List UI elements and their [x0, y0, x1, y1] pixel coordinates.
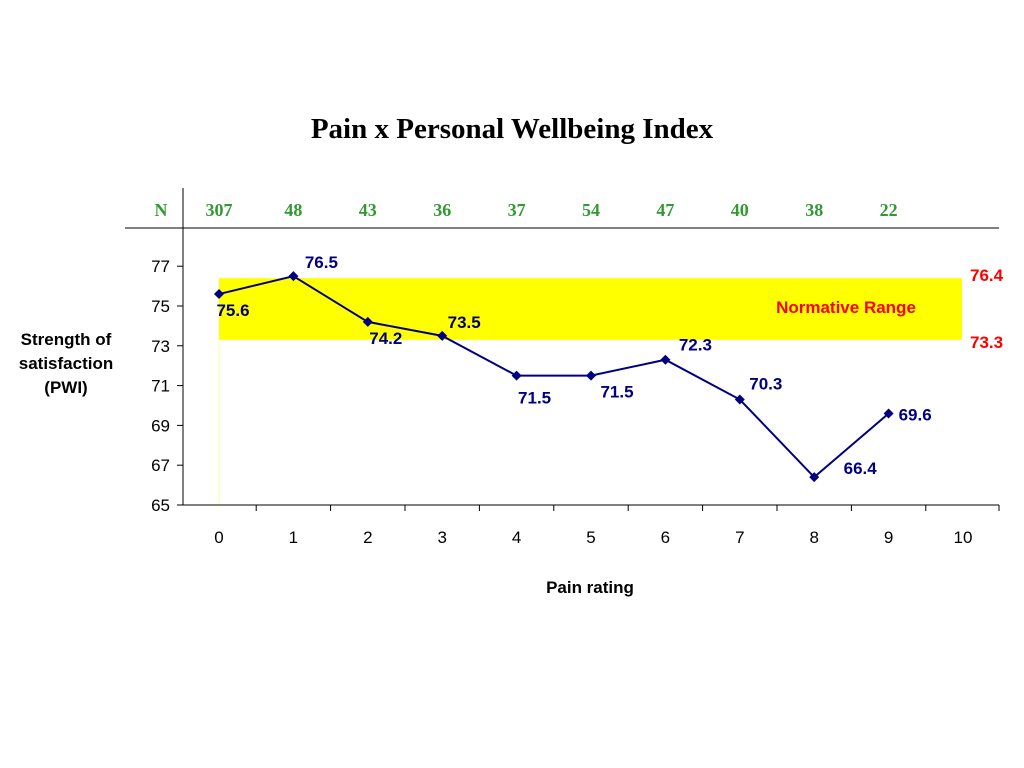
data-label: 76.5 [305, 253, 338, 272]
data-label: 71.5 [600, 383, 633, 402]
n-value: 38 [805, 200, 823, 220]
x-tick-label: 5 [586, 528, 595, 547]
n-value: 36 [433, 200, 451, 220]
n-value: 307 [206, 200, 233, 220]
n-value: 54 [582, 200, 600, 220]
n-value: 22 [880, 200, 898, 220]
x-tick-label: 8 [809, 528, 818, 547]
x-tick-label: 7 [735, 528, 744, 547]
x-tick-label: 10 [954, 528, 973, 547]
series-line [218, 275, 890, 479]
data-label: 66.4 [844, 459, 878, 478]
data-point [362, 316, 373, 327]
data-point [586, 370, 596, 381]
x-tick-label: 0 [214, 528, 223, 547]
data-point [883, 408, 894, 419]
data-label: 75.6 [216, 301, 249, 320]
x-axis-label: Pain rating [546, 578, 634, 597]
data-point [214, 289, 224, 300]
data-label: 72.3 [679, 336, 712, 355]
data-label: 73.5 [448, 313, 481, 332]
n-value: 40 [731, 200, 749, 220]
x-tick-label: 6 [661, 528, 670, 547]
y-tick-label: 67 [151, 456, 170, 475]
normative-lower-label: 73.3 [970, 333, 1003, 352]
y-tick-label: 71 [151, 377, 170, 396]
normative-range-band [219, 278, 962, 340]
x-tick-label: 1 [289, 528, 298, 547]
x-tick-label: 2 [363, 528, 372, 547]
y-tick-label: 65 [151, 496, 170, 515]
n-value: 37 [508, 200, 526, 220]
y-tick-label: 73 [151, 337, 170, 356]
data-label: 71.5 [518, 389, 551, 408]
n-value: 47 [656, 200, 674, 220]
x-tick-label: 9 [884, 528, 893, 547]
x-tick-label: 3 [437, 528, 446, 547]
data-point [288, 271, 299, 282]
y-tick-label: 75 [151, 297, 170, 316]
data-label: 69.6 [899, 405, 932, 424]
data-label: 70.3 [749, 375, 782, 394]
data-point [660, 354, 671, 365]
n-row-label: N [155, 200, 168, 220]
data-point [809, 472, 820, 483]
normative-range-label: Normative Range [776, 298, 916, 317]
data-label: 74.2 [369, 329, 402, 348]
n-value: 48 [284, 200, 302, 220]
data-point [734, 394, 745, 405]
normative-upper-label: 76.4 [970, 266, 1004, 285]
data-point [511, 370, 522, 381]
chart-title: Pain x Personal Wellbeing Index [310, 113, 714, 145]
n-value: 43 [359, 200, 377, 220]
data-point [437, 330, 448, 341]
y-tick-label: 69 [151, 416, 170, 435]
x-tick-label: 4 [512, 528, 521, 547]
y-axis-label: Strength of satisfaction (PWI) [18, 330, 114, 397]
y-tick-label: 77 [151, 257, 170, 276]
